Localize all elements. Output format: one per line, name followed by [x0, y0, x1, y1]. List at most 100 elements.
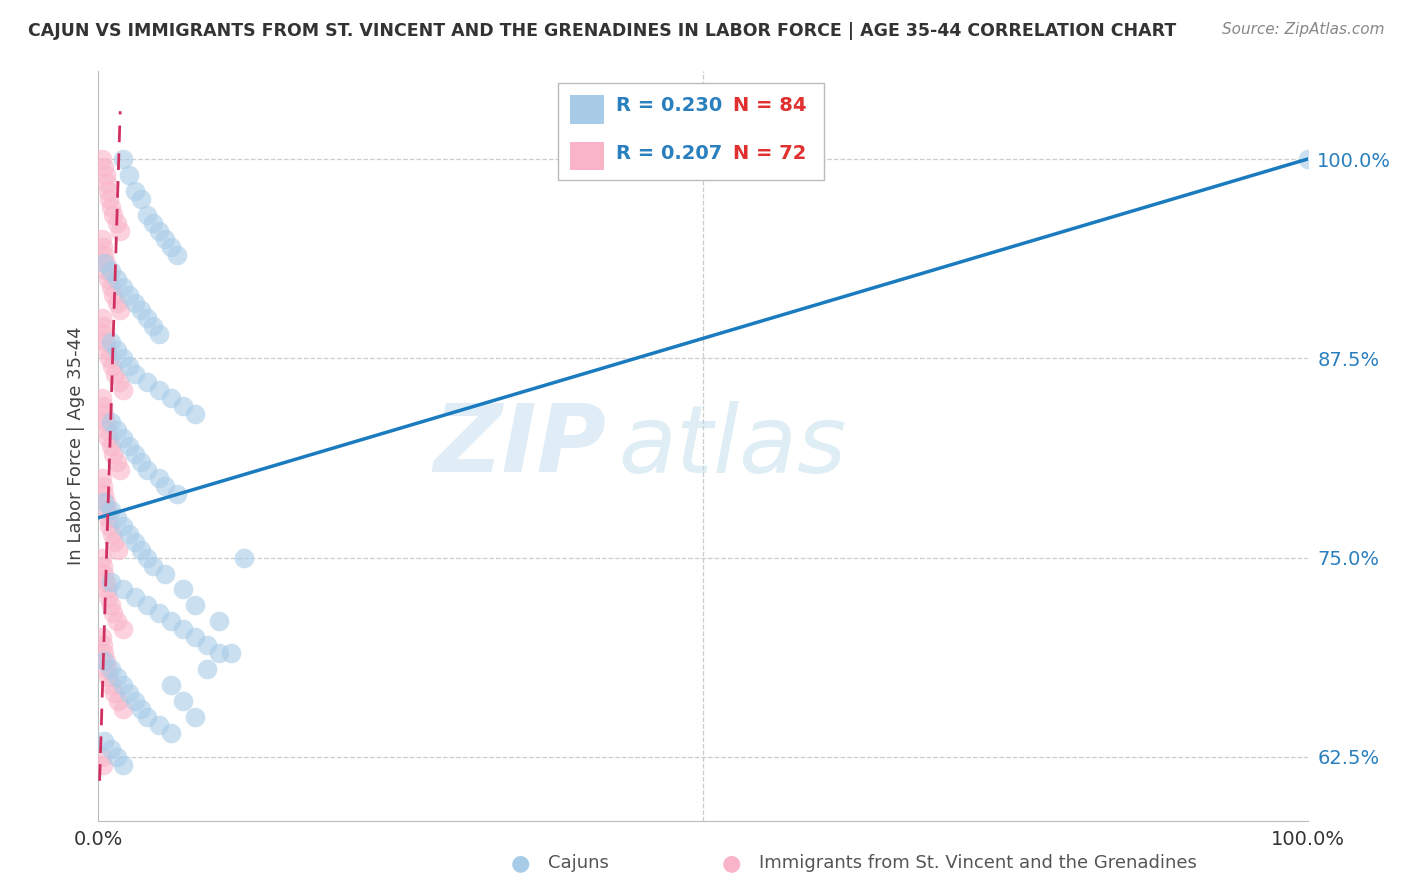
Point: [91, 399, 114, 413]
Point: [172, 399, 194, 413]
Text: ●: ●: [721, 854, 741, 873]
Point: [142, 558, 165, 573]
Point: [91, 152, 114, 166]
Point: [100, 415, 122, 429]
Point: [135, 710, 157, 724]
Text: atlas: atlas: [619, 401, 846, 491]
Point: [135, 208, 157, 222]
Point: [108, 376, 131, 390]
Point: [93, 654, 115, 668]
Point: [93, 255, 115, 269]
Point: [124, 694, 146, 708]
Point: [96, 582, 118, 597]
Point: [100, 200, 122, 214]
Point: [118, 686, 141, 700]
Point: [91, 319, 114, 334]
Point: [135, 376, 157, 390]
Text: Immigrants from St. Vincent and the Grenadines: Immigrants from St. Vincent and the Gren…: [759, 855, 1197, 872]
Point: [111, 518, 134, 533]
Point: [153, 479, 176, 493]
Point: [96, 502, 118, 516]
Text: R = 0.230: R = 0.230: [616, 96, 723, 115]
Point: [97, 670, 120, 684]
Point: [135, 550, 157, 565]
Point: [105, 295, 128, 310]
Text: Cajuns: Cajuns: [548, 855, 609, 872]
Point: [105, 510, 128, 524]
Point: [98, 518, 121, 533]
Point: [129, 455, 152, 469]
Point: [166, 248, 188, 262]
Point: [93, 566, 115, 581]
Point: [105, 343, 128, 358]
Text: ZIP: ZIP: [433, 400, 606, 492]
Point: [101, 447, 124, 461]
Point: [100, 599, 122, 613]
Point: [105, 750, 128, 764]
Point: [93, 487, 115, 501]
Point: [105, 455, 128, 469]
Point: [97, 591, 120, 605]
Point: [118, 439, 141, 453]
Point: [100, 263, 122, 277]
Point: [91, 391, 114, 405]
Point: [118, 168, 141, 182]
Point: [91, 750, 114, 764]
Point: [94, 574, 117, 589]
Point: [160, 240, 183, 254]
Point: [129, 192, 152, 206]
Point: [160, 726, 183, 740]
Point: [93, 248, 115, 262]
Point: [135, 311, 157, 326]
Text: ●: ●: [510, 854, 530, 873]
Point: [124, 184, 146, 198]
Point: [105, 615, 128, 629]
Point: [98, 192, 121, 206]
Point: [160, 615, 183, 629]
Point: [96, 423, 118, 437]
Point: [94, 255, 117, 269]
Point: [94, 168, 117, 182]
Point: [96, 176, 118, 190]
Point: [111, 152, 134, 166]
Point: [129, 702, 152, 716]
Point: [105, 423, 128, 437]
Point: [91, 638, 114, 652]
Point: [100, 678, 122, 692]
Point: [97, 510, 120, 524]
Point: [93, 646, 115, 660]
Point: [91, 479, 114, 493]
Point: [97, 271, 120, 285]
Point: [124, 447, 146, 461]
Text: N = 84: N = 84: [734, 96, 807, 115]
Point: [93, 407, 115, 421]
Point: [111, 351, 134, 366]
Point: [184, 599, 207, 613]
Point: [111, 383, 134, 397]
Point: [124, 591, 146, 605]
Point: [148, 471, 170, 485]
Point: [91, 471, 114, 485]
Point: [93, 160, 115, 174]
Point: [103, 686, 125, 700]
Point: [129, 303, 152, 318]
Point: [100, 359, 122, 374]
Point: [142, 319, 165, 334]
Point: [108, 463, 131, 477]
Bar: [569, 142, 603, 170]
Point: [172, 694, 194, 708]
Point: [111, 678, 134, 692]
Point: [93, 327, 115, 342]
Text: N = 72: N = 72: [734, 145, 807, 163]
Y-axis label: In Labor Force | Age 35-44: In Labor Force | Age 35-44: [66, 326, 84, 566]
Point: [142, 216, 165, 230]
Point: [1296, 152, 1319, 166]
Point: [111, 279, 134, 293]
Point: [91, 630, 114, 644]
Text: R = 0.207: R = 0.207: [616, 145, 723, 163]
Point: [100, 279, 122, 293]
Point: [105, 271, 128, 285]
Point: [184, 407, 207, 421]
Point: [195, 638, 218, 652]
Point: [153, 566, 176, 581]
